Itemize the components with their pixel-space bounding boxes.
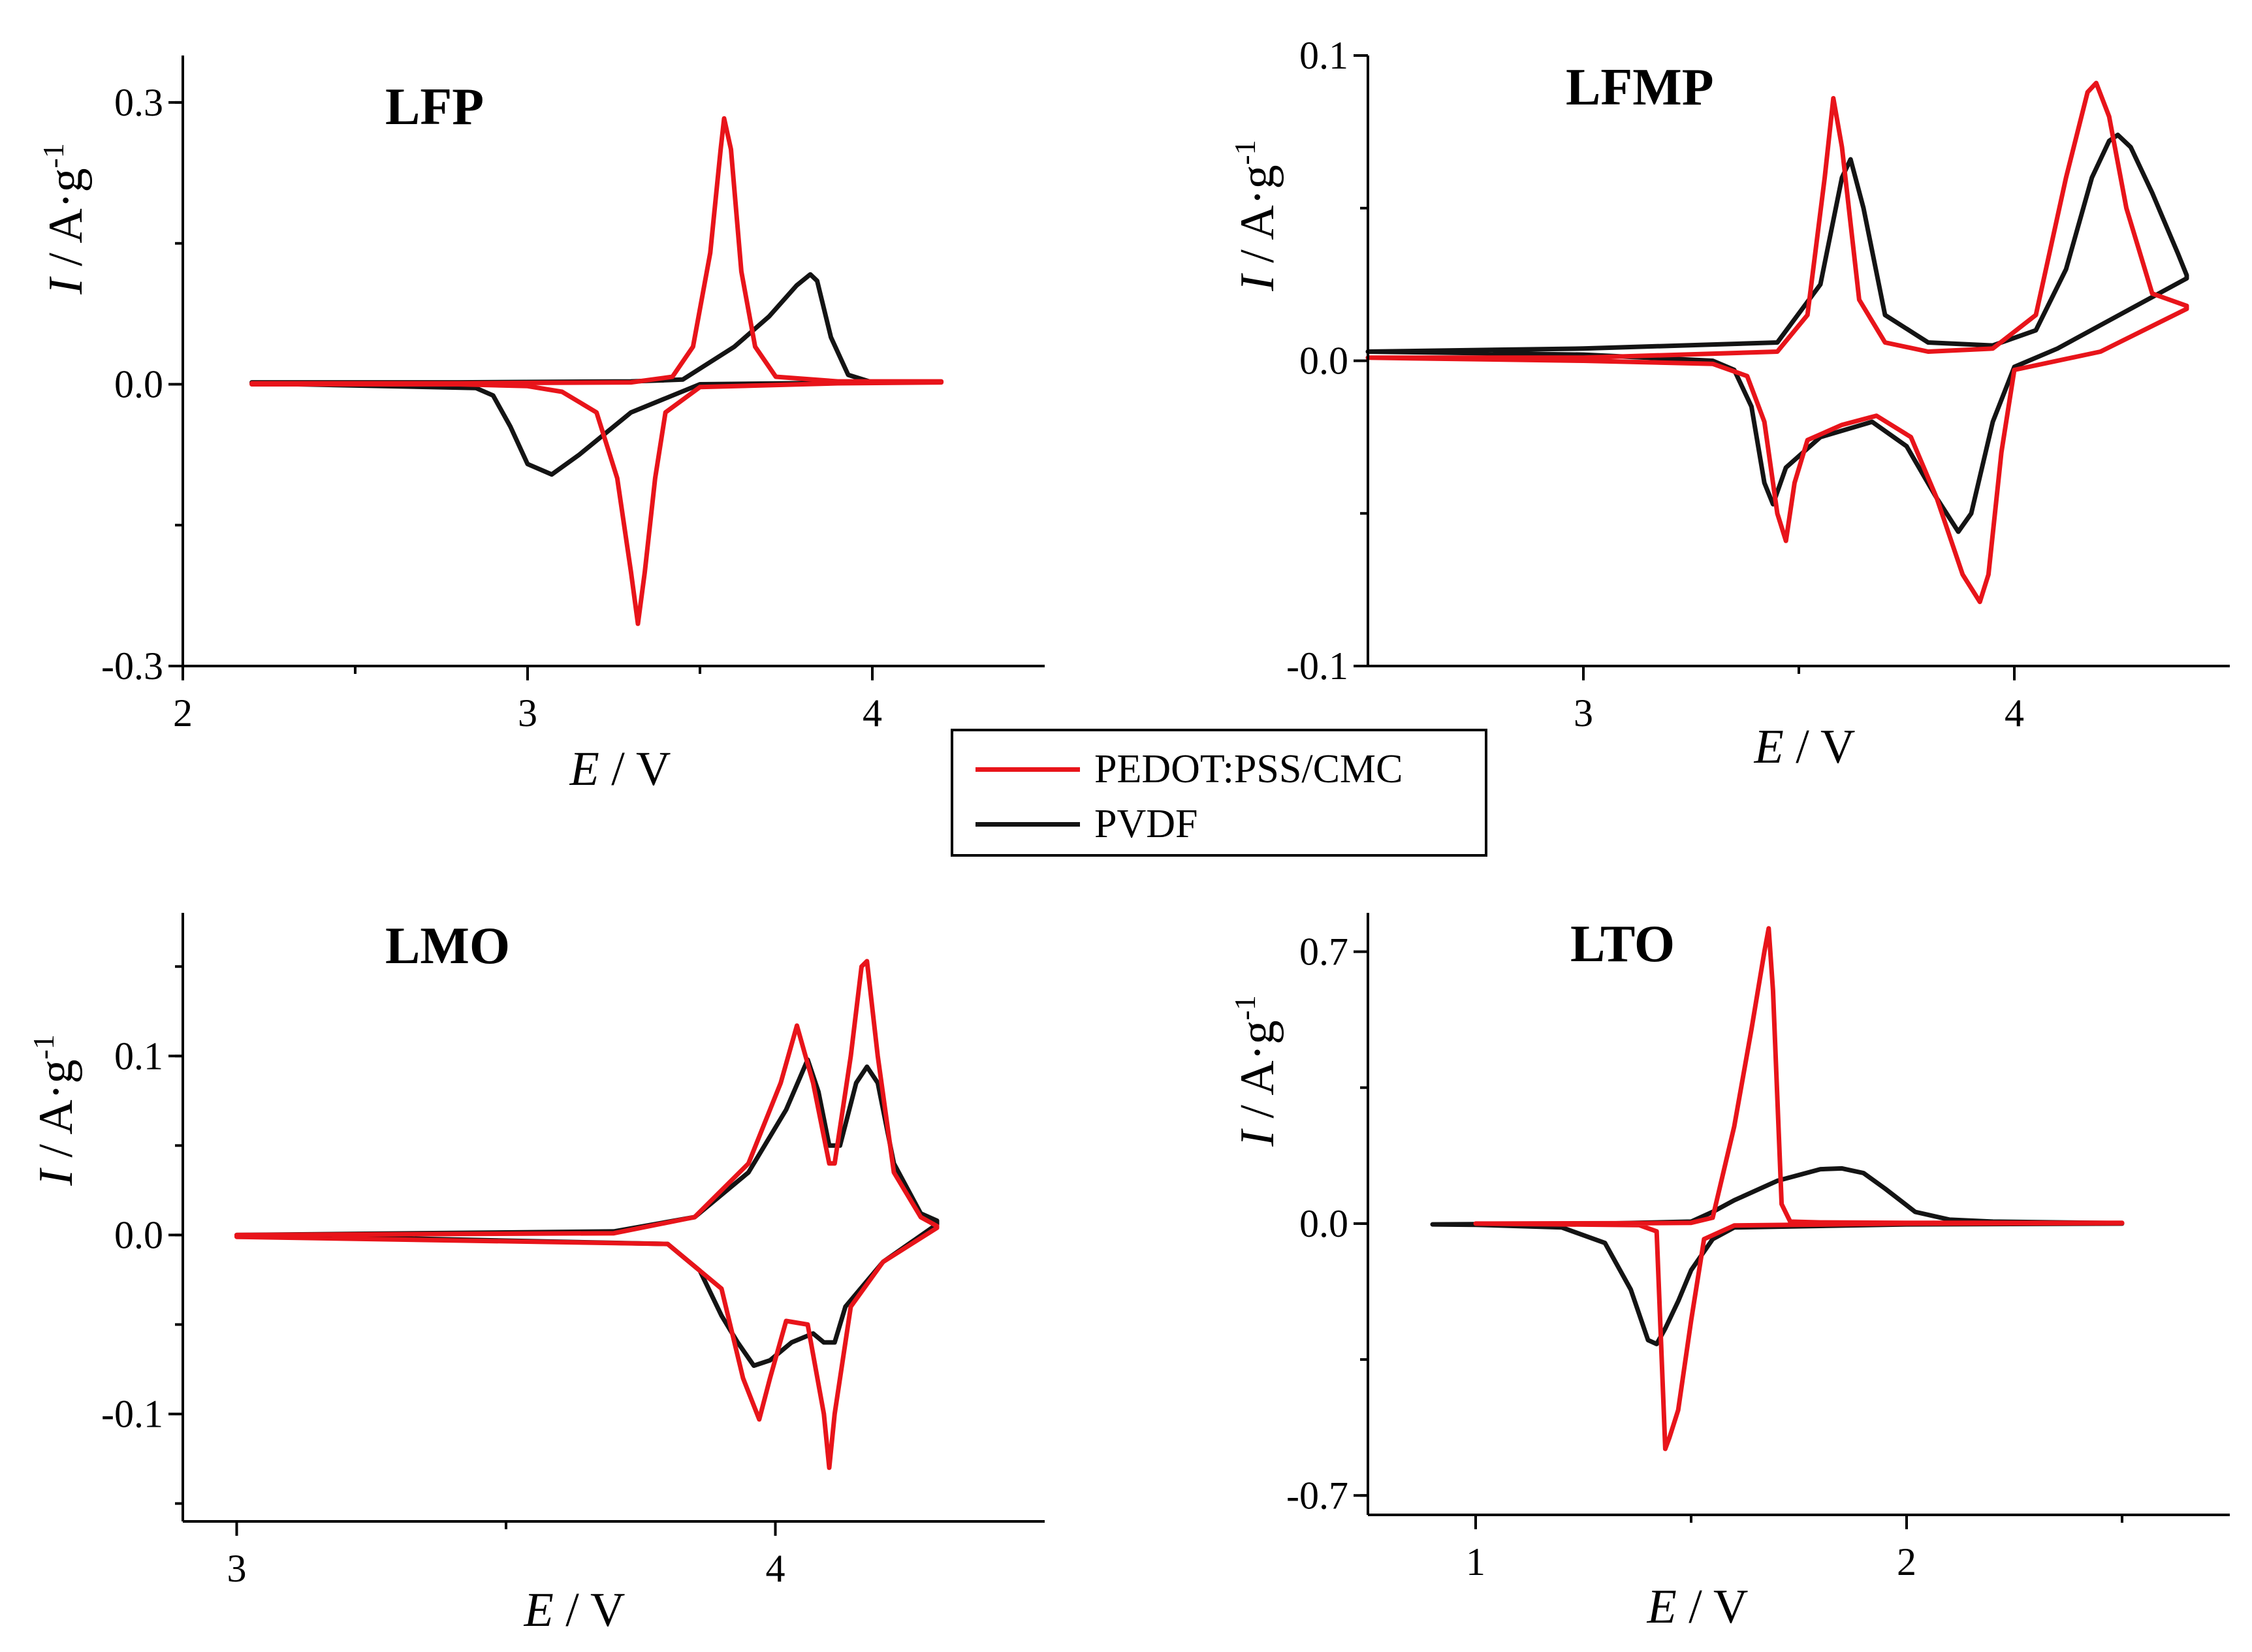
- lfmp-y-label: I / A·g-1: [1228, 140, 1284, 292]
- lfp-x-tick-label: 3: [518, 691, 537, 735]
- lto-title: LTO: [1570, 915, 1675, 973]
- legend-label-pvdf: PVDF: [1094, 801, 1198, 846]
- lmo-y-tick-label: 0.0: [114, 1213, 163, 1256]
- lfmp-y-tick-label: 0.0: [1299, 340, 1348, 383]
- lto-x-label: E / V: [1647, 1580, 1749, 1634]
- lfp-y-tick-label: 0.3: [114, 81, 163, 124]
- lfp-curves: [249, 116, 944, 626]
- lto-x-tick-label: 2: [1897, 1540, 1916, 1583]
- lfp-title: LFP: [385, 78, 484, 136]
- legend-item-pvdf: PVDF: [953, 798, 1198, 850]
- lto-y-tick-label: 0.7: [1299, 930, 1348, 973]
- lmo-series-pedot-line: [234, 959, 940, 1470]
- lmo-x-tick-label: 4: [766, 1547, 785, 1590]
- lmo-panel: LMO 3 4 -0.1 0.0 0.1 I / A·g-1 E / V: [27, 913, 1045, 1637]
- lfp-y-label: I / A·g-1: [37, 143, 93, 295]
- lfmp-panel: LFMP 3 4 -0.1 0.0 0.1 I / A·g-1 E / V: [1228, 34, 2230, 774]
- lto-y-tick-label: -0.7: [1286, 1474, 1348, 1517]
- lto-curves: [1430, 926, 2125, 1452]
- lmo-y-label: I / A·g-1: [27, 1034, 83, 1186]
- lfp-y-tick-label: -0.3: [101, 644, 163, 688]
- lmo-series-pvdf-line: [234, 1057, 940, 1368]
- lfmp-series-pedot-line: [1365, 80, 2189, 605]
- lfmp-y-tick-label: -0.1: [1286, 644, 1348, 688]
- lfp-x-tick-label: 2: [173, 691, 193, 735]
- lto-panel: LTO 1 2 -0.7 0.0 0.7 I / A·g-1 E / V: [1228, 913, 2230, 1634]
- lmo-x-label: E / V: [524, 1583, 626, 1637]
- lfmp-y-tick-label: 0.1: [1299, 34, 1348, 77]
- lmo-x-tick-label: 3: [227, 1547, 247, 1590]
- legend-swatch-pvdf: [975, 821, 1080, 827]
- lfp-series-pedot-line: [249, 116, 944, 626]
- lmo-y-tick-label: 0.1: [114, 1034, 163, 1077]
- lto-y-label: I / A·g-1: [1228, 995, 1284, 1147]
- lto-y-tick-label: 0.0: [1299, 1202, 1348, 1245]
- lfmp-series-pvdf-line: [1365, 133, 2189, 534]
- lfp-series-pvdf-line: [249, 272, 875, 477]
- legend-label-pedot: PEDOT:PSS/CMC: [1094, 746, 1403, 791]
- lfp-x-label: E / V: [569, 742, 671, 796]
- lfmp-x-tick-label: 4: [2005, 691, 2024, 735]
- lfp-y-label-unit: / A·g: [39, 168, 93, 279]
- lmo-ticks: 3 4 -0.1 0.0 0.1: [101, 965, 785, 1590]
- lfp-y-label-var: I: [39, 276, 93, 295]
- lfp-panel: LFP 2 3 4 -0.3 0.0 0.3 I / A·g-1 E / V: [37, 56, 1045, 796]
- legend: PEDOT:PSS/CMC PVDF: [951, 729, 1487, 857]
- legend-swatch-pedot: [975, 767, 1080, 772]
- lfp-y-label-exp: -1: [37, 143, 70, 168]
- lmo-title: LMO: [385, 917, 510, 975]
- lfmp-x-label: E / V: [1754, 720, 1856, 774]
- lfmp-ticks: 3 4 -0.1 0.0 0.1: [1286, 34, 2024, 735]
- lmo-curves: [234, 959, 940, 1470]
- legend-item-pedot: PEDOT:PSS/CMC: [953, 743, 1403, 795]
- lto-series-pvdf-line: [1430, 1166, 2125, 1346]
- lto-ticks: 1 2 -0.7 0.0 0.7: [1286, 930, 2123, 1583]
- lto-x-tick-label: 1: [1466, 1540, 1485, 1583]
- lfmp-title: LFMP: [1566, 59, 1714, 116]
- lfmp-curves: [1365, 80, 2189, 605]
- lfmp-x-tick-label: 3: [1574, 691, 1593, 735]
- lfp-ticks: 2 3 4 -0.3 0.0 0.3: [101, 81, 882, 735]
- lmo-y-tick-label: -0.1: [101, 1393, 163, 1436]
- lfp-y-tick-label: 0.0: [114, 362, 163, 405]
- lfp-x-tick-label: 4: [863, 691, 882, 735]
- lto-series-pedot-line: [1473, 926, 2125, 1452]
